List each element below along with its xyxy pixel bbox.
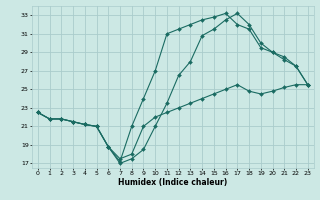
X-axis label: Humidex (Indice chaleur): Humidex (Indice chaleur) [118, 178, 228, 187]
